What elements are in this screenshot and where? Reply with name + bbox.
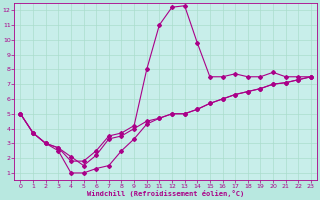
X-axis label: Windchill (Refroidissement éolien,°C): Windchill (Refroidissement éolien,°C)	[87, 190, 244, 197]
